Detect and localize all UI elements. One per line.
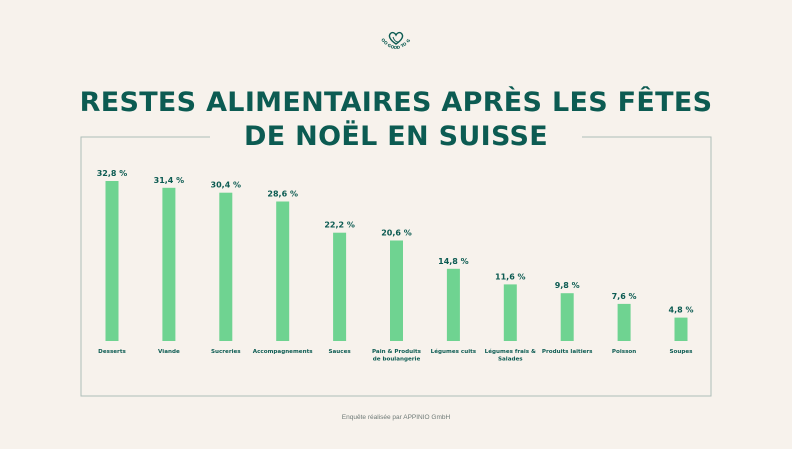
bar-value-label-3: 28,6 % <box>267 190 298 199</box>
bar-value-label-10: 4,8 % <box>669 306 694 315</box>
category-label-6: Légumes cuits <box>431 348 477 355</box>
bar-value-label-9: 7,6 % <box>612 292 637 301</box>
bar-9 <box>617 303 631 341</box>
bar-10 <box>674 317 688 341</box>
category-label-10: Soupes <box>670 349 694 355</box>
category-label-5: Pain & Produits de boulangerie <box>372 349 422 363</box>
source-footnote: Enquête réalisée par APPINIO GmbH <box>341 414 451 421</box>
category-label-4: Sauces <box>328 349 351 355</box>
category-label-2: Sucreries <box>211 349 241 355</box>
bar-0 <box>105 181 119 341</box>
bar-value-label-8: 9,8 % <box>555 281 580 290</box>
chart-title-line-1: RESTES ALIMENTAIRES APRÈS LES FÊTES <box>79 87 713 118</box>
category-label-7: Légumes frais & Salades <box>485 348 536 363</box>
bar-value-label-5: 20,6 % <box>381 229 412 238</box>
bar-value-label-1: 31,4 % <box>154 176 185 185</box>
bar-3 <box>276 201 290 341</box>
category-label-9: Poisson <box>612 349 636 355</box>
category-label-1: Viande <box>158 349 180 355</box>
bar-value-label-0: 32,8 % <box>97 169 128 178</box>
chart-title-line-2: DE NOËL EN SUISSE <box>244 121 548 152</box>
chart-frame-outline <box>80 136 712 397</box>
bar-1 <box>162 187 176 341</box>
bar-value-label-7: 11,6 % <box>495 272 526 281</box>
bar-2 <box>219 192 233 341</box>
category-label-0: Desserts <box>98 349 126 355</box>
bar-value-label-2: 30,4 % <box>211 181 242 190</box>
bar-5 <box>390 240 403 341</box>
logo-leaf-icon <box>392 36 399 43</box>
bar-value-label-4: 22,2 % <box>324 221 355 230</box>
bar-7 <box>503 284 517 341</box>
category-label-3: Accompagnements <box>253 349 313 355</box>
bar-value-label-6: 14,8 % <box>438 257 469 266</box>
logo-heart-icon <box>388 31 404 45</box>
too-good-to-go-logo: TOO GOOD TO GO <box>376 27 412 50</box>
category-label-8: Produits laitiers <box>542 349 593 355</box>
bar-4 <box>333 232 347 341</box>
chart-title: RESTES ALIMENTAIRES APRÈS LES FÊTES DE N… <box>0 86 792 154</box>
bar-6 <box>446 268 460 341</box>
bar-8 <box>560 293 574 341</box>
